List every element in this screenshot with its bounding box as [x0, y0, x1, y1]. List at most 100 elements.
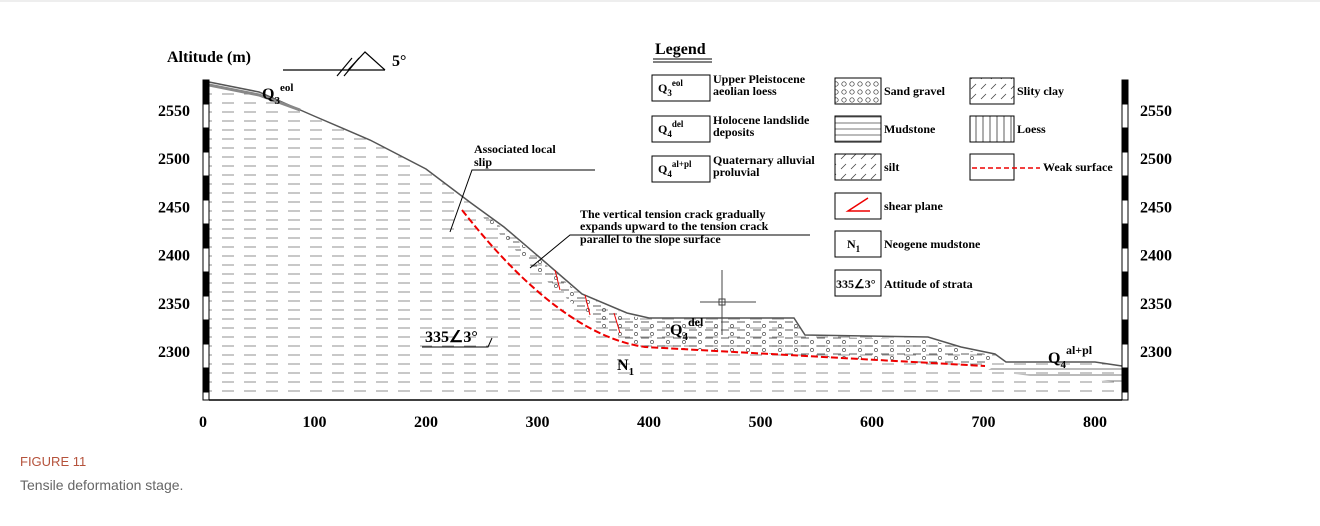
- scale-bar-segment: [1121, 175, 1129, 201]
- legend-label: Slity clay: [1017, 84, 1064, 98]
- legend-swatch: [834, 269, 882, 297]
- legend-swatch: [834, 77, 882, 105]
- x-tick-label: 800: [1083, 414, 1107, 431]
- scale-bar-segment: [1121, 367, 1129, 393]
- strata-underline: [422, 337, 493, 348]
- scale-bar-segment: [202, 247, 210, 273]
- symbol-part: al+pl: [672, 159, 692, 169]
- x-tick-label: 400: [637, 414, 661, 431]
- legend-swatch: [969, 115, 1015, 143]
- legend-label: Quaternary alluvial: [713, 153, 815, 167]
- legend-label: Loess: [1017, 122, 1046, 136]
- scale-bar-segment: [202, 319, 210, 345]
- symbol-part: Q: [658, 162, 667, 176]
- crack-leader: [529, 234, 810, 269]
- x-tick-label: 100: [303, 414, 327, 431]
- slip-note: Associated local: [474, 142, 556, 156]
- scale-bar-segment: [1121, 271, 1129, 297]
- q4-alpl-label: Q4al+pl: [1048, 343, 1093, 371]
- legend-label: deposits: [713, 125, 755, 139]
- slip-leader: [449, 169, 595, 233]
- scale-bar-segment: [1121, 199, 1129, 225]
- legend-symbol: N1: [847, 237, 861, 254]
- legend-swatch: [834, 230, 882, 258]
- legend-label: Weak surface: [1043, 160, 1113, 174]
- legend-label: Mudstone: [884, 122, 936, 136]
- legend-swatch: [651, 115, 711, 143]
- legend-symbol: 335∠3°: [836, 277, 876, 291]
- scale-bar-segment: [1121, 319, 1129, 345]
- y-tick-label: 2400: [158, 248, 190, 265]
- scale-bar-segment: [1121, 247, 1129, 273]
- y-tick-label: 2500: [158, 151, 190, 168]
- symbol-part: eol: [672, 78, 683, 88]
- scale-bar-segment: [1121, 223, 1129, 249]
- symbol-part: 4: [667, 129, 672, 139]
- scale-bar-segment: [202, 367, 210, 393]
- y-tick-label: 2300: [158, 344, 190, 361]
- slip-note: slip: [474, 155, 492, 169]
- legend-label: shear plane: [884, 199, 943, 213]
- scale-bar-segment: [1121, 79, 1129, 105]
- legend-swatch: [969, 153, 1015, 181]
- legend-label: Sand gravel: [884, 84, 946, 98]
- crack-note: expands upward to the tension crack: [580, 219, 769, 233]
- symbol-part: N: [847, 237, 856, 251]
- symbol-part: 1: [856, 244, 861, 254]
- legend-symbol: Q4del: [658, 119, 684, 139]
- x-tick-label: 700: [972, 414, 996, 431]
- crack-note: parallel to the slope surface: [580, 232, 721, 246]
- caption-text: Tensile deformation stage.: [20, 477, 183, 493]
- y-axis-label: Altitude (m): [167, 49, 251, 66]
- x-tick-label: 200: [414, 414, 438, 431]
- scale-bar-segment: [202, 223, 210, 249]
- alluvial-deposit: [980, 364, 1122, 382]
- scale-bar-segment: [202, 391, 210, 401]
- scale-bar-segment: [202, 175, 210, 201]
- dip-symbol: [283, 51, 386, 77]
- legend-swatch: [651, 74, 711, 102]
- legend-swatch: [834, 153, 882, 181]
- legend-swatch: [651, 155, 711, 183]
- slope-body: [209, 82, 1122, 400]
- legend-label: Neogene mudstone: [884, 237, 981, 251]
- scale-bar-segment: [1121, 103, 1129, 129]
- scale-bar-segment: [202, 127, 210, 153]
- y-tick-label: 2300: [1140, 344, 1172, 361]
- q3-eol-label: Q3eol: [262, 82, 293, 107]
- ground-surface: [208, 81, 1123, 367]
- legend-label: aeolian loess: [713, 84, 777, 98]
- n1-label: N1: [617, 357, 634, 378]
- shear-plane: [461, 209, 986, 367]
- scale-bar-segment: [202, 103, 210, 129]
- scale-bar-segment: [1121, 391, 1129, 401]
- legend-label: silt: [884, 160, 899, 174]
- caption-label: FIGURE 11: [20, 454, 86, 469]
- crack-note: The vertical tension crack gradually: [580, 207, 765, 221]
- shear-symbol: [845, 197, 870, 212]
- legend-label: Upper Pleistocene: [713, 72, 806, 86]
- y-tick-label: 2350: [158, 296, 190, 313]
- symbol-part: 4: [667, 169, 672, 179]
- loess-cap: [208, 83, 301, 112]
- legend-swatch: [834, 192, 882, 220]
- x-tick-label: 500: [749, 414, 773, 431]
- y-tick-label: 2450: [1140, 199, 1172, 216]
- x-tick-label: 300: [526, 414, 550, 431]
- symbol-part: Q: [658, 122, 667, 136]
- legend-title: Legend: [655, 41, 706, 58]
- y-tick-label: 2350: [1140, 296, 1172, 313]
- legend-symbol: Q3eol: [658, 78, 683, 98]
- shear-ticks: [554, 269, 621, 334]
- landslide-deposit: [471, 205, 995, 366]
- scale-bar-segment: [1121, 343, 1129, 369]
- y-tick-label: 2550: [158, 103, 190, 120]
- scale-bar-segment: [202, 295, 210, 321]
- borehole-marker: [700, 270, 756, 335]
- legend-symbol: Q4al+pl: [658, 159, 692, 179]
- scale-bar-segment: [202, 79, 210, 105]
- scale-bar-segment: [1121, 295, 1129, 321]
- symbol-part: del: [672, 119, 684, 129]
- scale-bar-segment: [202, 199, 210, 225]
